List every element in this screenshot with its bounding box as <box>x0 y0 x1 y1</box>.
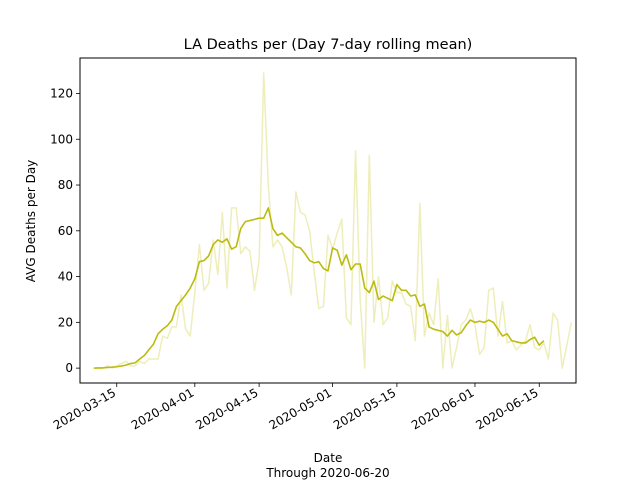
chart-title: LA Deaths per (Day 7-day rolling mean) <box>184 37 473 53</box>
x-tick-label: 2020-03-15 <box>51 385 118 432</box>
y-tick-label: 120 <box>50 86 73 100</box>
x-tick-label: 2020-05-01 <box>267 385 334 432</box>
y-tick-label: 40 <box>58 270 73 284</box>
y-tick-label: 0 <box>65 361 73 375</box>
series-line-daily <box>93 72 573 369</box>
series-layer <box>93 72 573 369</box>
plot-frame <box>79 57 577 384</box>
x-tick-label: 2020-06-01 <box>409 385 476 432</box>
x-axis-label: Date <box>314 451 343 465</box>
y-tick-label: 80 <box>58 178 73 192</box>
y-axis-label: AVG Deaths per Day <box>24 160 38 283</box>
x-tick-label: 2020-04-15 <box>193 385 260 432</box>
x-tick-label: 2020-06-15 <box>473 385 540 432</box>
y-tick-label: 100 <box>50 132 73 146</box>
x-tick-label: 2020-04-01 <box>129 385 196 432</box>
x-tick-label: 2020-05-15 <box>331 385 398 432</box>
y-axis: 0 20 40 60 80 100 120 <box>50 86 80 375</box>
x-axis-sublabel: Through 2020-06-20 <box>265 466 389 480</box>
y-tick-label: 60 <box>58 224 73 238</box>
y-tick-label: 20 <box>58 315 73 329</box>
series-line-rolling-mean <box>93 207 545 369</box>
